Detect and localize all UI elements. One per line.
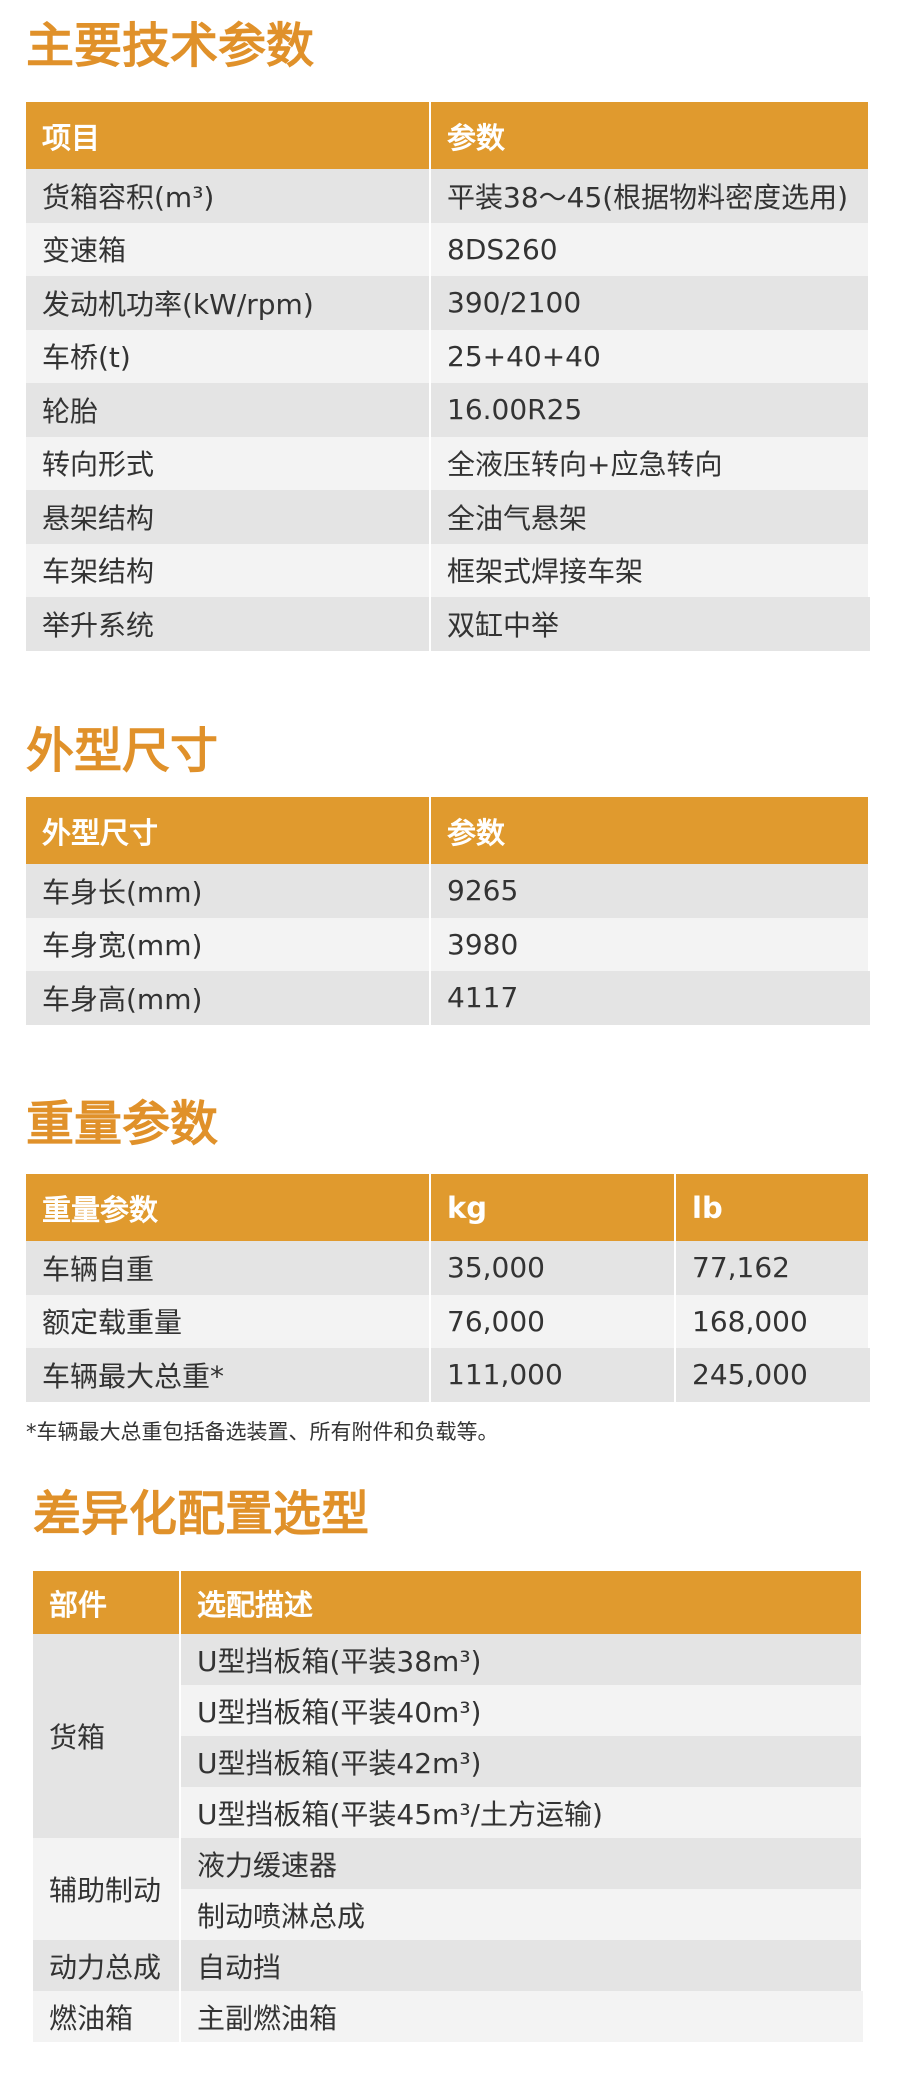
table: 项目 参数 货箱容积(m³) 平装38～45(根据物料密度选用) 变速箱 8DS260 发动… [26, 102, 870, 651]
table-cell: 举升系统 [26, 597, 431, 651]
table: 重量参数 kg lb 车辆自重 35,000 77,162 额定载重量 76,000 168,0… [26, 1174, 870, 1402]
option-cell: 液力缓速器 [181, 1838, 863, 1889]
table-cell: 框架式焊接车架 [431, 543, 870, 597]
part-cell: 动力总成 [33, 1940, 181, 1991]
part-cell: 燃油箱 [33, 1991, 181, 2042]
table-cell: 245,000 [676, 1348, 870, 1402]
table-cell: 车桥(t) [26, 329, 431, 383]
table-cell: 390/2100 [431, 276, 870, 330]
option-cell: 自动挡 [181, 1940, 863, 1991]
header-cell: 选配描述 [181, 1571, 863, 1634]
option-cell: U型挡板箱(平装42m³) [181, 1736, 863, 1787]
table-cell: 8DS260 [431, 222, 870, 276]
option-cell: 主副燃油箱 [181, 1991, 863, 2042]
header-cell: 部件 [33, 1571, 181, 1634]
table-cell: 车身宽(mm) [26, 917, 431, 971]
table-cell: 3980 [431, 917, 870, 971]
table-cell: 25+40+40 [431, 329, 870, 383]
option-cell: U型挡板箱(平装38m³) [181, 1634, 863, 1685]
table: 部件 选配描述 货箱 U型挡板箱(平装38m³) U型挡板箱(平装40m³) U型挡板箱(… [33, 1571, 863, 2042]
option-cell: U型挡板箱(平装40m³) [181, 1685, 863, 1736]
header-cell: 外型尺寸 [26, 797, 431, 864]
header-cell: 项目 [26, 102, 431, 169]
header-cell: kg [431, 1174, 676, 1241]
table-cell: 35,000 [431, 1241, 676, 1295]
table-cell: 双缸中举 [431, 597, 870, 651]
table-cell: 168,000 [676, 1294, 870, 1348]
header-cell: 重量参数 [26, 1174, 431, 1241]
table-cell: 4117 [431, 971, 870, 1025]
table-cell: 平装38～45(根据物料密度选用) [431, 169, 870, 223]
table-cell: 额定载重量 [26, 1294, 431, 1348]
table-cell: 轮胎 [26, 383, 431, 437]
table-cell: 变速箱 [26, 222, 431, 276]
table-cell: 转向形式 [26, 436, 431, 490]
table-cell: 全油气悬架 [431, 490, 870, 544]
option-cell: U型挡板箱(平装45m³/土方运输) [181, 1787, 863, 1838]
header-cell: lb [676, 1174, 870, 1241]
header-cell: 参数 [431, 797, 870, 864]
section-title: 重量参数 [26, 1096, 219, 1152]
table-cell: 发动机功率(kW/rpm) [26, 276, 431, 330]
table: 外型尺寸 参数 车身长(mm) 9265 车身宽(mm) 3980 车身高(mm) 4117 [26, 797, 870, 1025]
table-cell: 货箱容积(m³) [26, 169, 431, 223]
table-cell: 悬架结构 [26, 490, 431, 544]
table-cell: 全液压转向+应急转向 [431, 436, 870, 490]
section-title: 外型尺寸 [26, 723, 219, 779]
table-cell: 车架结构 [26, 543, 431, 597]
section-title: 主要技术参数 [26, 18, 315, 74]
section-title: 差异化配置选型 [33, 1486, 370, 1542]
table-cell: 9265 [431, 864, 870, 918]
table-cell: 16.00R25 [431, 383, 870, 437]
option-cell: 制动喷淋总成 [181, 1889, 863, 1940]
part-cell: 辅助制动 [33, 1838, 181, 1940]
table-cell: 车身高(mm) [26, 971, 431, 1025]
table-cell: 车身长(mm) [26, 864, 431, 918]
table-cell: 111,000 [431, 1348, 676, 1402]
part-cell: 货箱 [33, 1634, 181, 1838]
table-cell: 77,162 [676, 1241, 870, 1295]
table-cell: 车辆自重 [26, 1241, 431, 1295]
header-cell: 参数 [431, 102, 870, 169]
table-cell: 车辆最大总重* [26, 1348, 431, 1402]
footnote: *车辆最大总重包括备选装置、所有附件和负载等。 [26, 1420, 499, 1444]
table-cell: 76,000 [431, 1294, 676, 1348]
